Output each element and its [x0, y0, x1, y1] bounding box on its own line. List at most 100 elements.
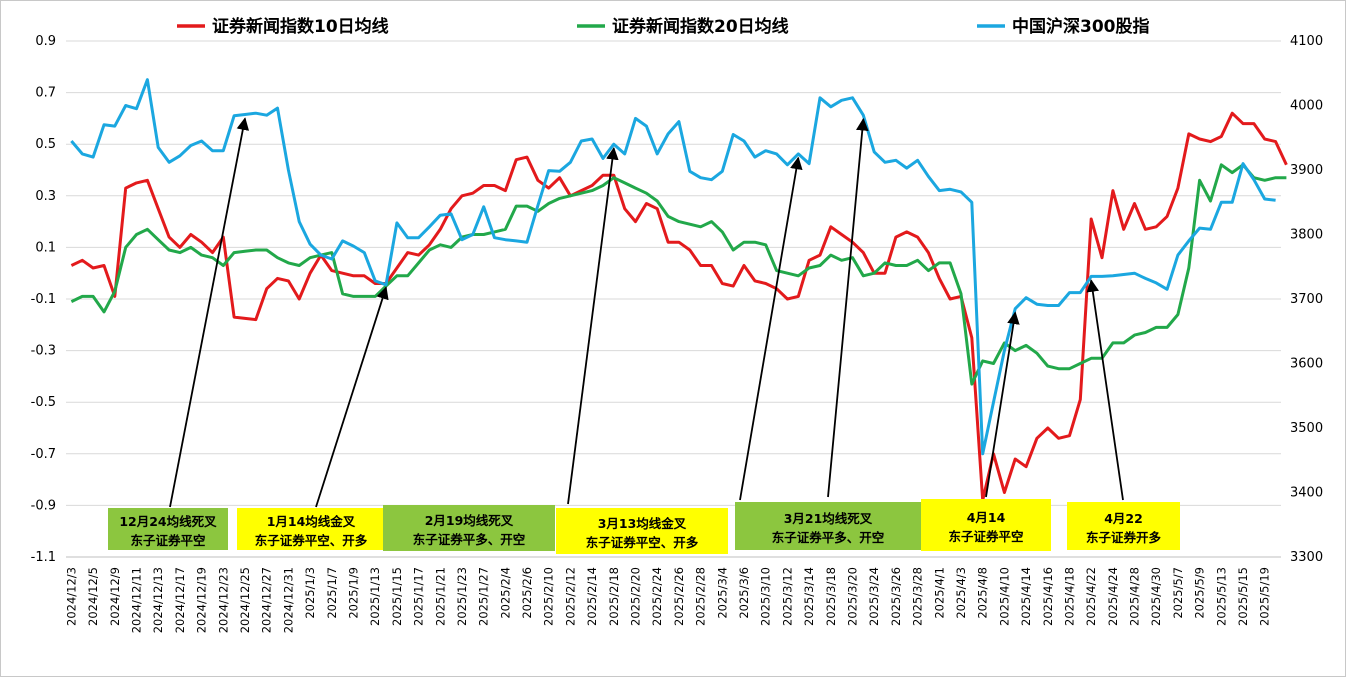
annotation-arrow	[739, 156, 803, 501]
series-lines	[70, 78, 1288, 502]
x-tick-label: 2024/12/5	[86, 567, 100, 626]
y-left-tick-label: 0.3	[35, 189, 56, 204]
y-left-tick-label: 0.7	[35, 86, 56, 101]
annotation-arrow	[1086, 279, 1124, 501]
legend-label: 证券新闻指数10日均线	[212, 16, 389, 37]
annotation-title: 4月14	[967, 510, 1006, 525]
y-right-tick-label: 3900	[1290, 163, 1323, 178]
y-left-tick-label: -0.3	[31, 344, 56, 359]
x-tick-label: 2024/12/9	[108, 567, 122, 626]
x-tick-label: 2025/1/15	[390, 567, 404, 626]
annotation-arrow	[827, 117, 869, 498]
y-right-tick-label: 3400	[1290, 486, 1323, 501]
x-tick-label: 2024/12/13	[151, 567, 165, 633]
x-tick-label: 2024/12/19	[195, 567, 209, 633]
x-tick-label: 2025/3/6	[737, 567, 751, 619]
annotation-arrow	[315, 286, 389, 508]
x-tick-label: 2025/3/18	[824, 567, 838, 626]
x-tick-label: 2024/12/3	[64, 567, 78, 626]
annotation-box	[383, 505, 555, 551]
x-tick-label: 2025/1/23	[455, 567, 469, 626]
annotation-box	[556, 508, 728, 554]
y-right-tick-label: 3600	[1290, 357, 1323, 372]
annotation-title: 4月22	[1104, 511, 1143, 526]
y-left-tick-label: -0.7	[31, 447, 56, 462]
gridlines	[66, 40, 1281, 558]
series-line-2	[70, 163, 1287, 386]
x-tick-label: 2025/3/20	[845, 567, 859, 626]
x-tick-label: 2024/12/11	[130, 567, 144, 633]
x-tick-label: 2025/4/24	[1106, 567, 1120, 626]
y-left-tick-label: -1.1	[31, 550, 56, 565]
x-tick-label: 2025/5/9	[1193, 567, 1207, 619]
annotation-title: 1月14均线金叉	[267, 514, 356, 529]
x-tick-label: 2025/4/28	[1128, 567, 1142, 626]
annotation-arrow	[567, 146, 619, 505]
y-right-tick-label: 3700	[1290, 292, 1323, 307]
x-tick-label: 2025/1/13	[368, 567, 382, 626]
x-tick-label: 2025/5/13	[1214, 567, 1228, 626]
annotation-title: 3月13均线金叉	[598, 516, 687, 531]
annotation-title: 12月24均线死叉	[119, 514, 217, 529]
x-tick-label: 2025/2/4	[498, 567, 512, 619]
x-tick-label: 2025/5/19	[1258, 567, 1272, 626]
y-left-tick-label: 0.5	[35, 137, 56, 152]
annotation-box	[921, 499, 1051, 551]
annotation-box	[735, 502, 921, 550]
legend-label: 中国沪深300股指	[1012, 16, 1150, 37]
annotation-action: 东子证券平空	[130, 533, 205, 548]
y-axis-left: 0.9 0.7 0.5 0.3 0.1 -0.1 -0.3 -0.5 -0.7 -0.9 -1.1	[31, 34, 56, 565]
annotation-title: 3月21均线死叉	[784, 511, 873, 526]
y-right-tick-label: 4000	[1290, 99, 1323, 114]
x-tick-label: 2025/3/12	[780, 567, 794, 626]
x-tick-label: 2025/4/3	[954, 567, 968, 619]
x-tick-label: 2025/2/12	[563, 567, 577, 626]
legend-label: 证券新闻指数20日均线	[612, 16, 789, 37]
x-tick-label: 2024/12/25	[238, 567, 252, 633]
annotation-box	[237, 508, 385, 550]
x-tick-label: 2025/2/10	[542, 567, 556, 626]
x-axis: 2024/12/3 2024/12/5 2024/12/9 2024/12/11 202…	[64, 567, 1271, 633]
x-tick-label: 2025/3/26	[889, 567, 903, 626]
x-tick-label: 2025/3/24	[867, 567, 881, 626]
legend: 证券新闻指数10日均线 证券新闻指数20日均线 中国沪深300股指	[177, 16, 1150, 37]
y-right-tick-label: 4100	[1290, 34, 1323, 49]
annotation-box	[1067, 502, 1180, 550]
x-tick-label: 2025/2/24	[650, 567, 664, 626]
x-tick-label: 2025/1/17	[412, 567, 426, 626]
annotation-title: 2月19均线死叉	[425, 513, 514, 528]
y-left-tick-label: 0.1	[35, 240, 56, 255]
series-line-1	[70, 111, 1288, 502]
x-tick-label: 2025/2/14	[585, 567, 599, 626]
x-tick-label: 2025/5/7	[1171, 567, 1185, 619]
x-tick-label: 2025/2/26	[672, 567, 686, 626]
annotation-arrow	[169, 117, 250, 508]
x-tick-label: 2025/4/16	[1041, 567, 1055, 626]
y-right-tick-label: 3800	[1290, 228, 1323, 243]
annotation-arrow	[985, 311, 1020, 498]
x-tick-label: 2025/1/21	[433, 567, 447, 626]
x-tick-label: 2024/12/27	[260, 567, 274, 633]
y-left-tick-label: 0.9	[35, 34, 56, 49]
x-tick-label: 2025/2/6	[520, 567, 534, 619]
x-tick-label: 2024/12/31	[281, 567, 295, 633]
x-tick-label: 2025/2/20	[629, 567, 643, 626]
x-tick-label: 2025/4/22	[1084, 567, 1098, 626]
x-tick-label: 2025/5/15	[1236, 567, 1250, 626]
x-tick-label: 2024/12/23	[216, 567, 230, 633]
x-tick-label: 2025/1/9	[346, 567, 360, 619]
annotation-action: 东子证券开多	[1086, 530, 1162, 545]
x-tick-label: 2025/4/1	[932, 567, 946, 619]
x-tick-label: 2025/3/14	[802, 567, 816, 626]
x-tick-label: 2025/2/18	[607, 567, 621, 626]
x-tick-label: 2025/2/28	[694, 567, 708, 626]
y-left-tick-label: -0.1	[31, 292, 56, 307]
annotation-box	[108, 508, 228, 550]
x-tick-label: 2025/3/10	[759, 567, 773, 626]
x-tick-label: 2025/1/27	[477, 567, 491, 626]
y-axis-right: 4100 4000 3900 3800 3700 3600 3500 3400 3300	[1290, 34, 1323, 565]
